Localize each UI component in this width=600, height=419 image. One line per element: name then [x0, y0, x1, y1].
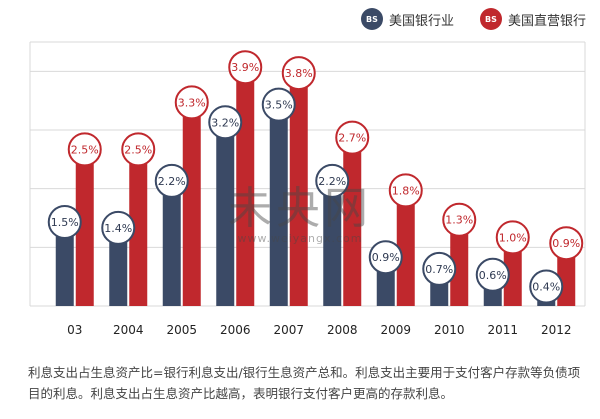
data-label-direct-banks: 3.8%: [285, 67, 313, 80]
data-label-circle-direct-banks: [228, 50, 263, 85]
bar-direct-banks: [129, 159, 148, 306]
bar-us-banks: [323, 176, 342, 306]
data-label-circle-us-banks: [101, 210, 136, 245]
bar-direct-banks: [236, 77, 255, 306]
data-label-circle-direct-banks: [388, 173, 423, 208]
data-label-circle-direct-banks: [67, 132, 102, 167]
data-label-direct-banks: 2.5%: [124, 143, 152, 156]
chart-caption: 利息支出占生息资产比=银行利息支出/银行生息资产总和。利息支出主要用于支付客户存…: [28, 365, 581, 401]
data-label-us-banks: 3.5%: [265, 99, 293, 112]
legend-label-us-banks: 美国银行业: [388, 13, 454, 29]
data-label-us-banks: 2.2%: [158, 175, 186, 188]
data-label-circle-us-banks: [208, 105, 243, 140]
data-label-circle-us-banks: [154, 163, 189, 198]
data-label-direct-banks: 1.0%: [499, 231, 527, 244]
data-label-circle-direct-banks: [174, 85, 209, 120]
legend-item-us-banks: BS 美国银行业: [360, 8, 454, 30]
data-label-circle-us-banks: [315, 163, 350, 198]
bar-us-banks: [55, 218, 74, 306]
bank-logo-icon: BS: [479, 8, 502, 30]
data-label-circle-us-banks: [368, 240, 403, 275]
bar-direct-banks: [75, 159, 94, 306]
data-label-us-banks: 0.9%: [372, 251, 400, 264]
data-label-circle-us-banks: [47, 205, 82, 239]
data-label-circle-us-banks: [529, 269, 564, 304]
x-tick-label: 2008: [327, 323, 358, 337]
bar-direct-banks: [450, 229, 469, 306]
bar-us-banks: [162, 176, 181, 306]
data-label-direct-banks: 3.9%: [231, 61, 259, 74]
data-label-circle-direct-banks: [335, 120, 370, 155]
x-tick-label: 2006: [220, 323, 251, 337]
data-label-us-banks: 3.2%: [211, 116, 239, 129]
x-tick-label: 2009: [380, 323, 411, 337]
data-label-circle-direct-banks: [121, 132, 156, 167]
data-label-us-banks: 1.5%: [51, 216, 79, 229]
data-label-circle-direct-banks: [495, 220, 530, 255]
data-label-circle-us-banks: [422, 251, 457, 286]
data-label-direct-banks: 2.5%: [71, 143, 99, 156]
data-label-us-banks: 0.7%: [425, 263, 453, 276]
data-label-us-banks: 0.4%: [532, 281, 560, 294]
data-label-direct-banks: 0.9%: [552, 237, 580, 250]
x-tick-label: 2010: [434, 323, 465, 337]
bar-direct-banks: [182, 112, 201, 307]
x-tick-label: 2007: [273, 323, 304, 337]
data-label-circle-direct-banks: [442, 202, 477, 237]
data-label-circle-us-banks: [261, 87, 296, 122]
data-label-us-banks: 1.4%: [104, 222, 132, 235]
bar-direct-banks: [289, 83, 308, 306]
x-tick-label: 2005: [166, 323, 197, 337]
legend-item-direct-banks: BS 美国直营银行: [479, 8, 586, 30]
data-label-direct-banks: 2.7%: [338, 132, 366, 145]
data-label-direct-banks: 3.3%: [178, 96, 206, 109]
bar-us-banks: [216, 118, 235, 307]
data-label-us-banks: 0.6%: [479, 269, 507, 282]
bar-direct-banks: [503, 247, 522, 306]
x-tick-label: 2004: [113, 323, 144, 337]
bank-logo-icon: BS: [360, 8, 383, 30]
legend-label-direct-banks: 美国直营银行: [507, 13, 586, 29]
legend: BS 美国银行业 BS 美国直营银行: [360, 8, 586, 30]
bar-us-banks: [109, 223, 128, 306]
data-label-circle-direct-banks: [281, 56, 316, 91]
bar-us-banks: [269, 100, 288, 307]
data-label-us-banks: 2.2%: [318, 175, 346, 188]
x-tick-label: 03: [67, 323, 82, 337]
data-label-circle-direct-banks: [549, 226, 584, 261]
x-tick-label: 2012: [541, 323, 572, 337]
x-tick-label: 2011: [487, 323, 518, 337]
bar-direct-banks: [396, 200, 415, 306]
data-label-direct-banks: 1.3%: [445, 214, 473, 227]
data-label-circle-us-banks: [475, 257, 510, 292]
data-label-direct-banks: 1.8%: [392, 184, 420, 197]
